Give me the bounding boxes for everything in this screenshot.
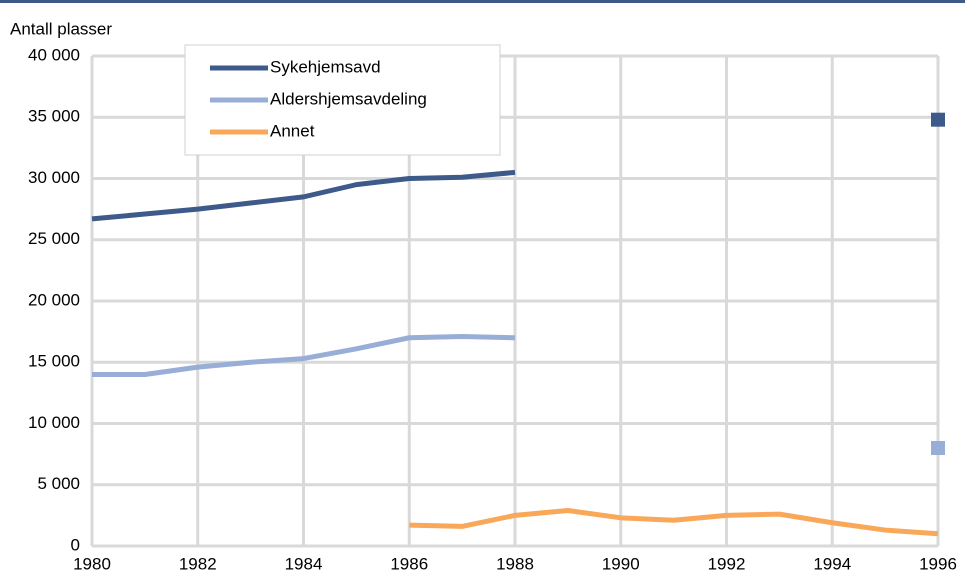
- y-tick-label: 5 000: [37, 474, 80, 493]
- x-tick-label: 1980: [73, 554, 111, 573]
- point-marker: [931, 112, 945, 127]
- x-tick-label: 1992: [708, 554, 746, 573]
- y-tick-label: 15 000: [28, 352, 80, 371]
- top-bar: [0, 0, 965, 3]
- y-tick-label: 40 000: [28, 45, 80, 64]
- legend-label: Sykehjemsavd: [270, 57, 381, 76]
- legend-label: Annet: [270, 121, 315, 140]
- x-tick-label: 1984: [285, 554, 323, 573]
- x-tick-label: 1994: [813, 554, 851, 573]
- y-tick-label: 30 000: [28, 168, 80, 187]
- x-tick-label: 1982: [179, 554, 217, 573]
- y-tick-label: 0: [71, 535, 80, 554]
- y-tick-label: 10 000: [28, 413, 80, 432]
- legend-box: [184, 44, 501, 156]
- y-tick-label: 25 000: [28, 229, 80, 248]
- y-tick-label: 35 000: [28, 107, 80, 126]
- y-tick-label: 20 000: [28, 290, 80, 309]
- x-tick-label: 1996: [919, 554, 957, 573]
- point-marker: [931, 441, 945, 455]
- x-tick-label: 1988: [496, 554, 534, 573]
- x-tick-label: 1990: [602, 554, 640, 573]
- legend-label: Aldershjemsavdeling: [270, 89, 427, 108]
- y-axis-label: Antall plasser: [10, 19, 112, 38]
- series-line: [409, 507, 939, 537]
- x-tick-label: 1986: [390, 554, 428, 573]
